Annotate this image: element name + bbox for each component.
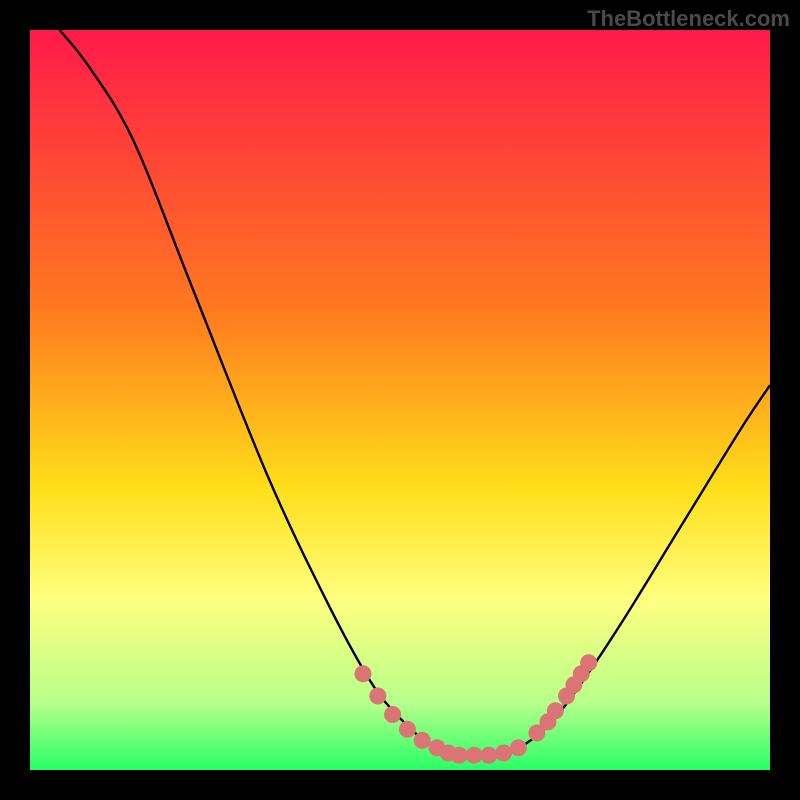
curve-line <box>60 30 770 756</box>
data-marker <box>369 688 386 705</box>
data-marker <box>580 654 597 671</box>
data-marker <box>495 744 512 761</box>
data-marker <box>466 747 483 764</box>
data-marker <box>355 665 372 682</box>
data-marker <box>480 747 497 764</box>
watermark-text: TheBottleneck.com <box>587 6 790 32</box>
data-marker <box>414 732 431 749</box>
data-marker <box>399 721 416 738</box>
data-marker <box>547 702 564 719</box>
bottleneck-curve <box>30 30 770 770</box>
data-marker <box>451 747 468 764</box>
data-marker <box>384 706 401 723</box>
chart-container: TheBottleneck.com <box>0 0 800 800</box>
data-marker <box>510 739 527 756</box>
plot-gradient-area <box>30 30 770 770</box>
